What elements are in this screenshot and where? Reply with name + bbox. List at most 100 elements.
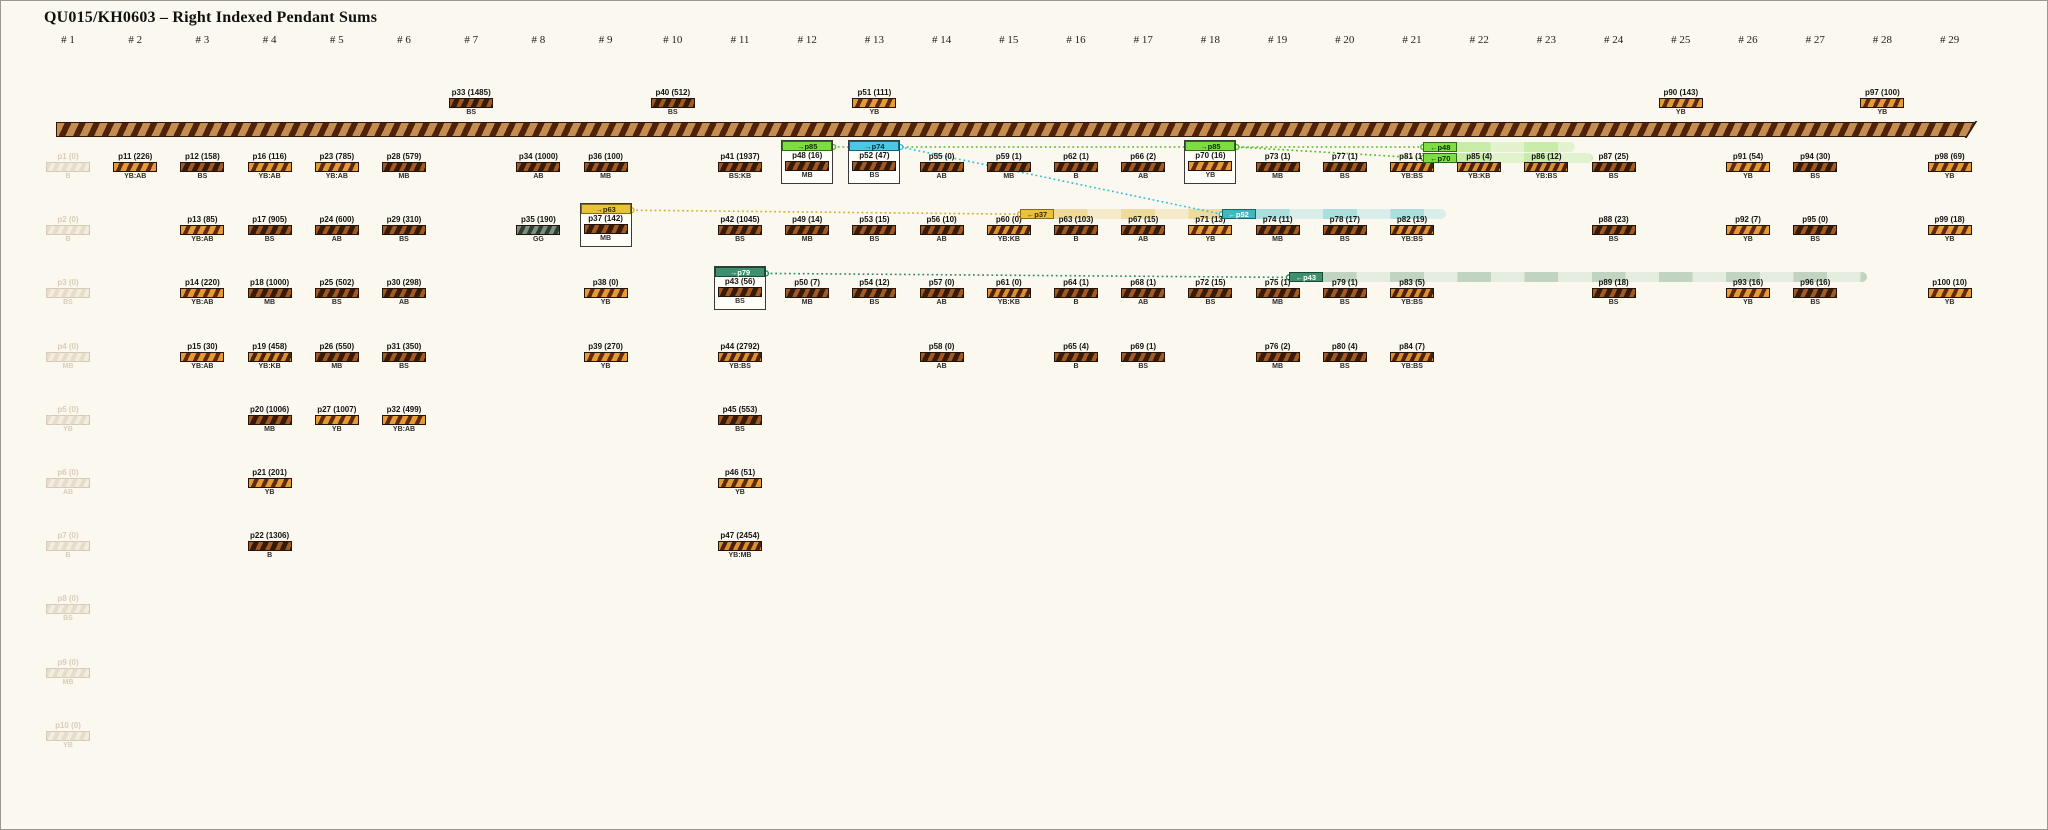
pendant-label: p23 (785) xyxy=(319,152,355,161)
pendant-code: YB:BS xyxy=(1401,173,1423,180)
pendant-box xyxy=(1927,162,1972,172)
pendant-p3: p3 (0) BS xyxy=(35,278,101,308)
pendant-p89: p89 (18) BS xyxy=(1581,278,1647,308)
pendant-label: p66 (2) xyxy=(1130,152,1157,161)
pendant-box xyxy=(180,225,225,236)
pendant-label: p11 (226) xyxy=(118,152,153,161)
pendant-box xyxy=(1726,288,1770,299)
range-bar-p37 xyxy=(1054,209,1241,220)
pendant-label: p3 (0) xyxy=(57,278,79,288)
column-header-3: # 3 xyxy=(195,34,210,46)
pendant-code: YB xyxy=(1877,109,1888,116)
pendant-p66: p66 (2) AB xyxy=(1110,152,1176,182)
pendant-label: p96 (16) xyxy=(1800,278,1831,288)
pendant-box xyxy=(785,225,830,236)
pendant-label: p47 (2454) xyxy=(720,531,760,541)
pendant-box xyxy=(718,541,762,552)
pendant-box xyxy=(852,288,897,299)
link-chip-out-p52: →p74 xyxy=(849,141,900,151)
pendant-p55: p55 (0) AB xyxy=(909,152,975,182)
pendant-p88: p88 (23) BS xyxy=(1581,215,1647,245)
pendant-p75: p75 (1) MB xyxy=(1245,278,1311,308)
pendant-code: YB:MB xyxy=(728,552,752,560)
pendant-code: MB xyxy=(331,362,343,370)
pendant-label: p90 (143) xyxy=(1663,88,1699,97)
link-chip-in-p70: ←p70 xyxy=(1423,153,1458,163)
pendant-box xyxy=(1121,351,1166,362)
column-header-17: # 17 xyxy=(1133,34,1153,46)
pendant-code: BS xyxy=(1608,299,1619,307)
pendant-code: AB xyxy=(936,173,947,180)
pendant-box xyxy=(718,162,762,172)
pendant-label: p53 (15) xyxy=(859,215,890,225)
pendant-p6: p6 (0) AB xyxy=(35,468,101,498)
pendant-box xyxy=(1054,162,1098,172)
pendant-label: p28 (579) xyxy=(386,152,422,161)
column-header-8: # 8 xyxy=(531,34,546,46)
pendant-code: YB:AB xyxy=(392,425,416,433)
pendant-code: B xyxy=(65,236,71,244)
pendant-code: AB xyxy=(533,173,544,180)
pendant-box xyxy=(46,667,90,678)
pendant-code: YB:KB xyxy=(1468,173,1491,180)
pendant-box xyxy=(180,162,225,172)
pendant-label: p77 (1) xyxy=(1331,152,1358,161)
pendant-code: B xyxy=(1073,362,1079,370)
pendant-label: p74 (11) xyxy=(1262,215,1293,225)
pendant-p62: p62 (1) B xyxy=(1043,152,1109,182)
pendant-box xyxy=(1591,288,1636,299)
pendant-code: MB xyxy=(600,173,612,180)
pendant-code: BS xyxy=(667,109,678,116)
pendant-box xyxy=(919,225,964,236)
column-header-2: # 2 xyxy=(128,34,143,46)
pendant-code: YB:AB xyxy=(191,299,214,307)
pendant-label: p34 (1000) xyxy=(518,152,558,161)
pendant-label: p2 (0) xyxy=(57,215,79,225)
pendant-label: p8 (0) xyxy=(57,594,79,604)
pendant-p45: p45 (553) BS xyxy=(707,405,773,435)
pendant-label: p86 (12) xyxy=(1531,152,1562,161)
column-header-15: # 15 xyxy=(999,34,1019,46)
pendant-label: p54 (12) xyxy=(859,278,890,288)
pendant-code: YB xyxy=(63,741,73,749)
pendant-code: YB xyxy=(63,425,73,433)
pendant-label: p16 (116) xyxy=(252,152,287,161)
pendant-p47: p47 (2454) YB:MB xyxy=(707,531,773,561)
pendant-label: p94 (30) xyxy=(1800,152,1831,161)
pendant-label: p87 (25) xyxy=(1598,152,1629,161)
pendant-label: p75 (1) xyxy=(1264,278,1291,288)
pendant-code: YB xyxy=(264,489,275,496)
link-line-p70-p85 xyxy=(1236,146,1424,159)
pendant-label: p60 (0) xyxy=(995,215,1022,225)
pendant-code: YB xyxy=(1205,236,1216,244)
pendant-box xyxy=(1793,288,1838,299)
pendant-box xyxy=(1726,225,1770,236)
pendant-code: YB xyxy=(1944,173,1955,180)
pendant-label: p83 (5) xyxy=(1399,278,1425,288)
pendant-box xyxy=(583,224,628,235)
link-chip-in-p37: ←p37 xyxy=(1020,209,1054,220)
pendant-label: p99 (18) xyxy=(1934,215,1965,225)
pendant-p23: p23 (785) YB:AB xyxy=(304,152,370,182)
pendant-code: AB xyxy=(331,236,342,244)
pendant-p68: p68 (1) AB xyxy=(1110,278,1176,308)
pendant-box xyxy=(919,288,964,299)
pendant-p54: p54 (12) BS xyxy=(841,278,907,308)
pendant-box xyxy=(1255,288,1300,299)
pendant-p76: p76 (2) MB xyxy=(1245,342,1311,372)
pendant-code: BS xyxy=(331,299,342,307)
pendant-box xyxy=(718,351,762,362)
pendant-label: p45 (553) xyxy=(722,404,758,414)
pendant-p51: p51 (111) YB xyxy=(841,88,907,118)
pendant-code: YB xyxy=(1944,299,1955,307)
pendant-box xyxy=(382,288,426,299)
pendant-p70: →p85 p70 (16) YB xyxy=(1184,140,1237,184)
pendant-code: YB xyxy=(1675,109,1686,116)
pendant-label: p44 (2792) xyxy=(720,341,760,351)
pendant-code: BS xyxy=(399,236,409,244)
pendant-code: MB xyxy=(1003,173,1015,180)
pendant-p84: p84 (7) YB:BS xyxy=(1379,342,1445,372)
pendant-label: p62 (1) xyxy=(1063,152,1089,161)
pendant-code: YB:AB xyxy=(124,173,147,180)
pendant-box xyxy=(919,162,964,172)
